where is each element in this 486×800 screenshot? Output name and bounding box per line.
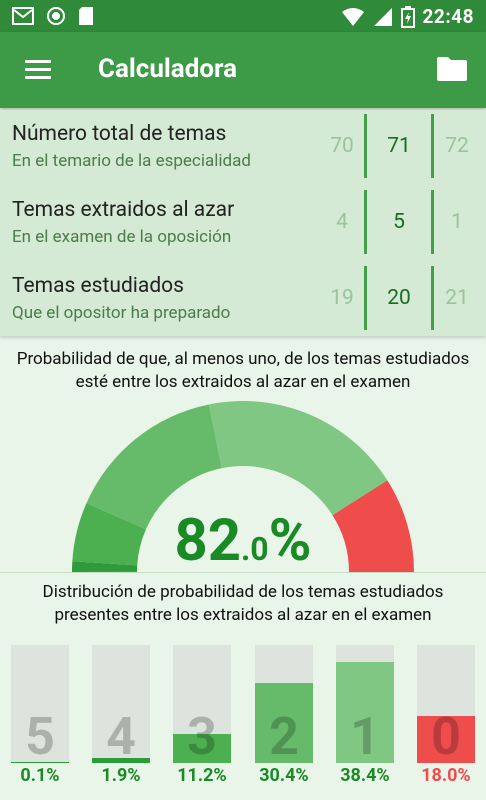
wifi-icon bbox=[341, 7, 364, 26]
probability-description: Probabilidad de que, al menos uno, de lo… bbox=[0, 348, 486, 394]
status-bar: 22:48 bbox=[0, 0, 486, 32]
distribution-bar-fill bbox=[11, 762, 69, 763]
value-current[interactable]: 71 bbox=[387, 134, 411, 158]
distribution-bar-percentage: 30.4% bbox=[259, 765, 309, 786]
probability-value-pct: % bbox=[268, 507, 312, 575]
gauge-segment-3 bbox=[72, 503, 146, 566]
parameters-panel: Número total de temas En el temario de l… bbox=[0, 110, 486, 336]
distribution-bar-percentage: 1.9% bbox=[101, 765, 141, 786]
param-subtitle: En el examen de la oposición bbox=[12, 227, 232, 247]
distribution-bar-fill bbox=[173, 733, 231, 763]
divider bbox=[431, 190, 434, 254]
value-next[interactable]: 1 bbox=[451, 210, 463, 234]
divider bbox=[364, 114, 367, 178]
value-previous[interactable]: 19 bbox=[330, 286, 354, 310]
param-row-temas-extraidos: Temas extraidos al azar En el examen de … bbox=[0, 186, 486, 262]
probability-value-dec: .0 bbox=[241, 530, 269, 568]
probability-line-1: Probabilidad de que, al menos uno, de lo… bbox=[16, 349, 470, 369]
distribution-bar-fill bbox=[255, 683, 313, 763]
distribution-line-2: presentes entre los extraidos al azar en… bbox=[54, 605, 432, 625]
divider bbox=[364, 190, 367, 254]
app-bar: Calculadora bbox=[0, 32, 486, 108]
distribution-bar-digit: 5 bbox=[25, 706, 55, 767]
distribution-bar-1: 1 bbox=[336, 645, 394, 767]
gauge-segment-2 bbox=[86, 404, 222, 530]
gauge-segment-5 bbox=[72, 571, 138, 572]
probability-gauge bbox=[72, 401, 414, 572]
value-previous[interactable]: 70 bbox=[330, 134, 354, 158]
probability-value: 82.0% bbox=[0, 507, 486, 575]
param-row-temas-estudiados: Temas estudiados Que el opositor ha prep… bbox=[0, 262, 486, 338]
value-previous[interactable]: 4 bbox=[336, 210, 348, 234]
battery-charging-icon bbox=[400, 5, 415, 28]
gauge-segment-1 bbox=[208, 401, 388, 516]
hamburger-menu-icon[interactable] bbox=[25, 60, 51, 80]
gauge-segment-4 bbox=[72, 561, 138, 572]
param-title: Temas estudiados bbox=[12, 274, 184, 298]
value-current[interactable]: 20 bbox=[387, 286, 411, 310]
param-subtitle: En el temario de la especialidad bbox=[12, 151, 251, 171]
probability-line-2: esté entre los extraidos al azar en el e… bbox=[75, 372, 411, 392]
distribution-bar-percentage: 18.0% bbox=[421, 765, 471, 786]
value-current[interactable]: 5 bbox=[393, 210, 405, 234]
divider bbox=[364, 266, 367, 330]
distribution-bar-fill bbox=[336, 662, 394, 763]
distribution-bar-fill bbox=[92, 758, 150, 763]
param-title: Número total de temas bbox=[12, 122, 227, 146]
distribution-bar-2: 2 bbox=[255, 645, 313, 767]
param-row-total-temas: Número total de temas En el temario de l… bbox=[0, 110, 486, 186]
distribution-description: Distribución de probabilidad de los tema… bbox=[0, 581, 486, 627]
distribution-bar-3: 3 bbox=[173, 645, 231, 767]
app-title: Calculadora bbox=[98, 54, 238, 84]
distribution-bar-digit: 1 bbox=[350, 706, 380, 767]
divider bbox=[431, 114, 434, 178]
distribution-line-1: Distribución de probabilidad de los tema… bbox=[42, 582, 444, 602]
gmail-icon bbox=[12, 7, 34, 25]
distribution-bar-5: 5 bbox=[11, 645, 69, 767]
distribution-bar-digit: 2 bbox=[269, 706, 299, 767]
gauge-segment-0 bbox=[332, 480, 414, 572]
value-next[interactable]: 21 bbox=[445, 286, 469, 310]
folder-icon[interactable] bbox=[436, 56, 468, 82]
probability-value-int: 82 bbox=[174, 507, 242, 575]
distribution-bar-percentage: 38.4% bbox=[340, 765, 390, 786]
distribution-bar-fill bbox=[417, 715, 475, 763]
param-title: Temas extraidos al azar bbox=[12, 198, 235, 222]
distribution-bar-digit: 3 bbox=[187, 706, 217, 767]
signal-icon bbox=[373, 7, 392, 26]
distribution-panel: Distribución de probabilidad de los tema… bbox=[0, 572, 486, 800]
distribution-bar-4: 4 bbox=[92, 645, 150, 767]
divider bbox=[431, 266, 434, 330]
distribution-bar-digit: 4 bbox=[106, 706, 136, 767]
distribution-bar-0: 0 bbox=[417, 645, 475, 767]
distribution-bar-percentage: 0.1% bbox=[20, 765, 60, 786]
value-next[interactable]: 72 bbox=[445, 134, 469, 158]
param-subtitle: Que el opositor ha preparado bbox=[12, 303, 231, 323]
sd-card-icon bbox=[79, 7, 93, 25]
distribution-bar-percentage: 11.2% bbox=[177, 765, 227, 786]
status-time: 22:48 bbox=[422, 5, 474, 28]
circle-app-icon bbox=[47, 7, 65, 25]
distribution-bar-digit: 0 bbox=[431, 706, 461, 767]
